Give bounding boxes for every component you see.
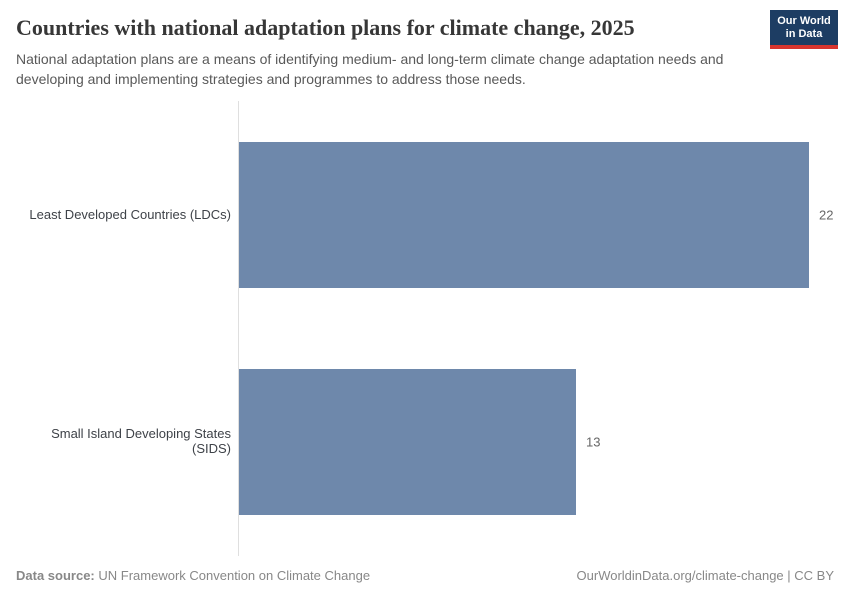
bar-row: Least Developed Countries (LDCs) 22 (16, 101, 834, 328)
data-source-value: UN Framework Convention on Climate Chang… (98, 568, 371, 584)
value-label: 22 (819, 207, 834, 223)
category-label: Small Island Developing States (SIDS) (51, 426, 231, 456)
bar-area: 22 (239, 141, 834, 288)
attribution-link[interactable]: OurWorldinData.org/climate-change | CC B… (576, 568, 834, 584)
bar-row: Small Island Developing States (SIDS) 13 (16, 328, 834, 555)
chart-footer: Data source: UN Framework Convention on … (16, 568, 834, 583)
category-label: Least Developed Countries (LDCs) (29, 206, 231, 222)
bar[interactable] (239, 141, 809, 288)
page-title: Countries with national adaptation plans… (16, 15, 635, 40)
bar-area: 13 (239, 368, 834, 515)
bar[interactable] (239, 368, 576, 515)
owid-logo[interactable]: Our World in Data (770, 10, 838, 50)
data-source-label: Data source: (16, 568, 95, 584)
data-source: Data source: UN Framework Convention on … (16, 568, 370, 583)
bar-chart: Least Developed Countries (LDCs) 22 Small … (16, 101, 834, 557)
value-label: 13 (586, 434, 601, 450)
owid-logo-line1: Our World (777, 15, 831, 27)
owid-logo-line2: in Data (785, 28, 823, 41)
chart-subtitle: National adaptation plans are a means of… (16, 51, 724, 87)
